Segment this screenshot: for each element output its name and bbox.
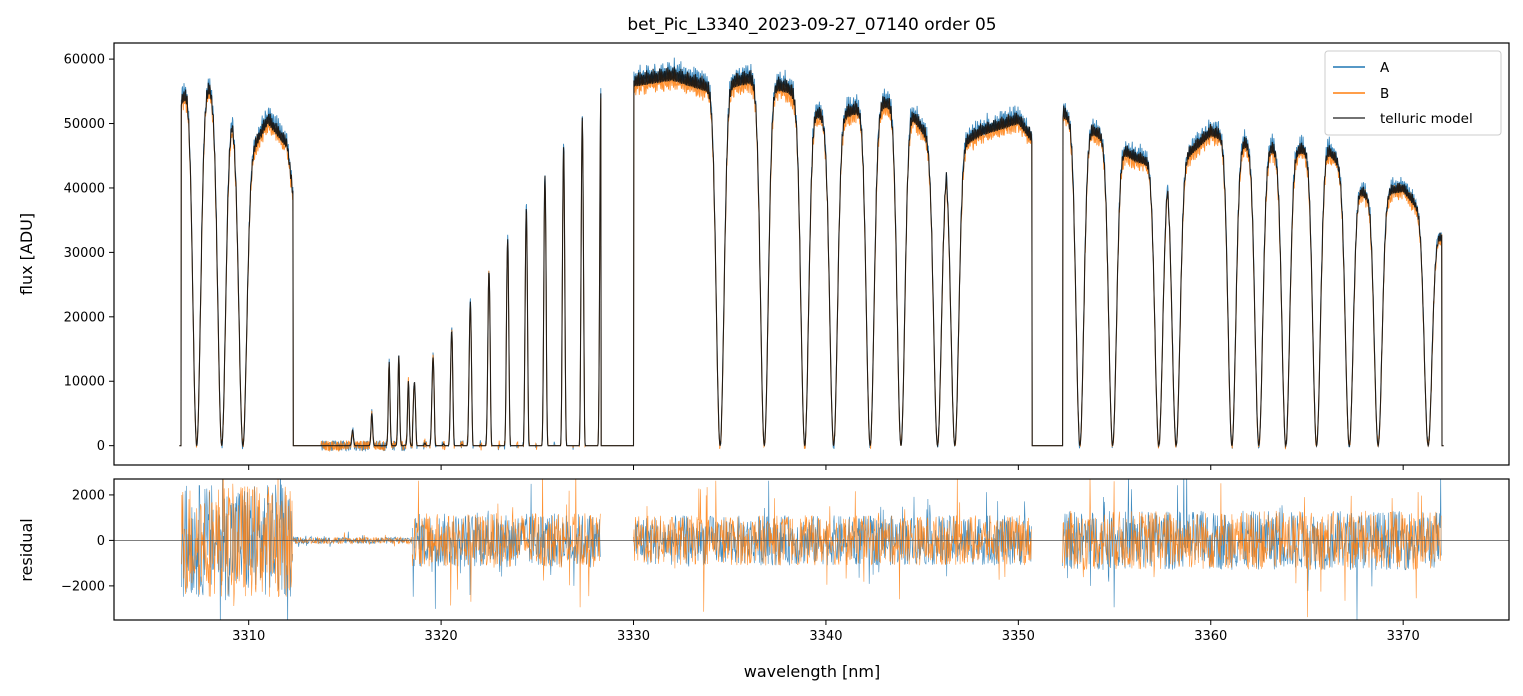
x-axis-label: wavelength [nm] [744, 662, 881, 681]
bottom-x-ticks: 3310 3320 3330 3340 3350 3360 3370 [232, 620, 1420, 644]
top-y-tick-label: 20000 [64, 310, 105, 325]
legend-label-b: B [1380, 86, 1389, 102]
bottom-y-tick-label: 0 [97, 534, 105, 549]
x-tick-label: 3330 [617, 629, 650, 644]
legend-label-telluric: telluric model [1380, 111, 1473, 127]
top-x-ticks [248, 465, 1404, 470]
residual-b-line [181, 479, 1442, 618]
top-y-axis-label: flux [ADU] [17, 213, 36, 295]
top-y-tick-label: 60000 [64, 53, 105, 68]
bottom-axes-frame [113, 478, 1510, 621]
x-tick-label: 3310 [232, 629, 265, 644]
x-tick-label: 3360 [1194, 629, 1227, 644]
bottom-y-axis-label: residual [17, 518, 36, 581]
bottom-y-ticks: −2000 0 2000 [61, 488, 114, 594]
legend-label-a: A [1380, 60, 1390, 76]
series-a-line [179, 57, 1444, 453]
legend: A B telluric model [1324, 50, 1502, 136]
top-panel: 0 10000 20000 30000 40000 50000 60000 flux [AD… [17, 42, 1510, 470]
x-tick-label: 3350 [1002, 629, 1035, 644]
top-y-tick-label: 40000 [64, 181, 105, 196]
x-tick-label: 3320 [425, 629, 458, 644]
top-y-tick-label: 0 [97, 439, 105, 454]
telluric-model-line [179, 66, 1444, 448]
top-y-tick-label: 50000 [64, 117, 105, 132]
chart-title: bet_Pic_L3340_2023-09-27_07140 order 05 [627, 15, 996, 35]
bottom-y-tick-label: −2000 [61, 579, 105, 594]
top-axes-frame [113, 42, 1510, 466]
top-y-tick-label: 30000 [64, 246, 105, 261]
top-plot-area [179, 57, 1444, 453]
top-y-tick-label: 10000 [64, 375, 105, 390]
x-tick-label: 3370 [1387, 629, 1420, 644]
bottom-y-tick-label: 2000 [72, 488, 105, 503]
x-tick-label: 3340 [809, 629, 842, 644]
bottom-plot-area [114, 479, 1509, 620]
legend-box [1324, 50, 1502, 136]
top-y-ticks: 0 10000 20000 30000 40000 50000 60000 [64, 53, 114, 454]
